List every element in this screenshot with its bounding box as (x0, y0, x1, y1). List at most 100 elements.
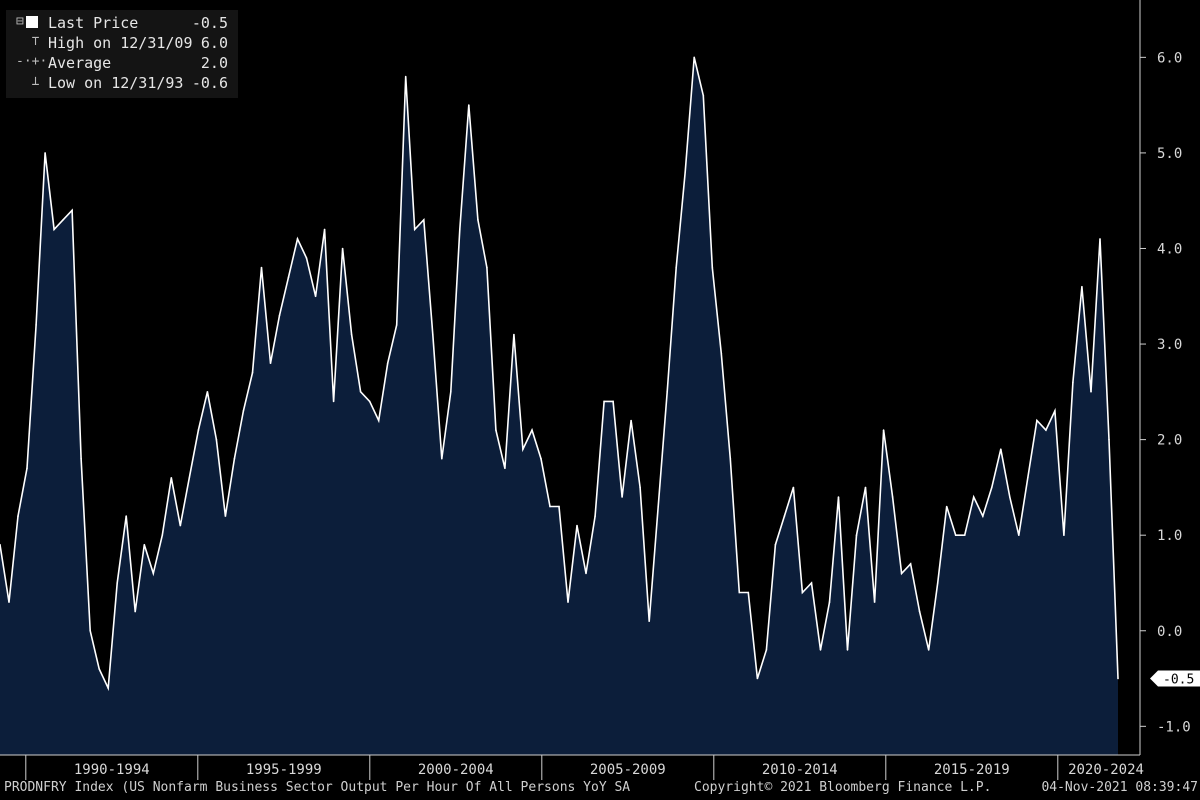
data-point (891, 496, 894, 498)
data-point (882, 429, 885, 431)
data-point (621, 496, 623, 498)
data-point (314, 295, 317, 298)
data-point (450, 391, 452, 393)
data-point (215, 438, 218, 441)
legend-item-low: ⊥ Low on 12/31/93 -0.6 (14, 74, 236, 92)
data-point (792, 486, 795, 489)
data-point (639, 486, 641, 489)
data-point (954, 534, 957, 536)
data-point (35, 324, 37, 326)
data-point (0, 543, 1, 546)
data-point (864, 486, 867, 489)
footer-bar: PRODNFRY Index (US Nonfarm Business Sect… (4, 780, 1200, 800)
data-point (386, 362, 389, 365)
data-point (783, 515, 786, 517)
data-point (134, 610, 136, 613)
data-point (260, 266, 263, 269)
legend-label: Average (48, 54, 112, 72)
data-point (1027, 477, 1029, 479)
data-point (747, 591, 750, 594)
data-point (513, 333, 515, 336)
data-point (594, 515, 596, 517)
data-point (801, 591, 804, 594)
data-point (468, 104, 470, 106)
data-point (972, 496, 975, 498)
data-point (720, 352, 723, 355)
data-point (603, 400, 605, 403)
data-point (89, 630, 91, 632)
data-point (900, 572, 903, 575)
x-tick-label: 1990-1994 (74, 762, 150, 778)
legend-item-last-price: ⊟ Last Price -0.5 (14, 14, 236, 32)
data-point (846, 649, 849, 651)
y-tick-label: 6.0 (1157, 50, 1182, 66)
data-point (377, 419, 380, 422)
data-point (1108, 438, 1110, 441)
last-value-marker (1150, 670, 1200, 687)
data-point (404, 75, 407, 78)
data-point (251, 371, 254, 374)
data-point (585, 572, 587, 575)
x-tick-label: 2010-2014 (762, 762, 838, 778)
data-point (332, 400, 335, 403)
data-point (729, 457, 732, 460)
data-point (350, 333, 353, 336)
x-tick-label: 2015-2019 (934, 762, 1010, 778)
data-point (296, 238, 299, 240)
data-point (278, 314, 281, 317)
legend-item-average: -·+· Average 2.0 (14, 54, 236, 72)
area-layer (0, 56, 1119, 756)
data-point (1090, 391, 1092, 393)
legend-label: Last Price (48, 14, 139, 32)
data-point (549, 505, 551, 508)
data-point (1063, 534, 1065, 536)
high-marker-icon: ⊤ (16, 34, 40, 49)
data-point (44, 152, 46, 154)
series-area (0, 57, 1118, 756)
data-point (657, 505, 659, 508)
data-point (459, 228, 461, 231)
data-point (179, 524, 182, 527)
data-point (341, 247, 344, 250)
legend-box: ⊟ Last Price -0.5 ⊤ High on 12/31/09 6.0… (6, 10, 238, 98)
data-point (837, 496, 840, 498)
data-point (368, 400, 371, 403)
x-tick-label: 2020-2024 (1068, 762, 1144, 778)
data-point (359, 391, 362, 393)
data-point (522, 448, 524, 451)
data-point (233, 457, 236, 460)
data-point (684, 171, 686, 173)
data-point (71, 209, 73, 212)
data-point (630, 419, 632, 422)
data-point (224, 515, 227, 517)
data-point (1117, 677, 1119, 680)
legend-value: -0.5 (191, 14, 228, 32)
data-point (107, 687, 109, 689)
data-point (188, 477, 191, 479)
data-point (53, 228, 55, 231)
chart: -1.0 0.0 1.0 2.0 3.0 4.0 5.0 6.0 -0.5 1990-1994 19… (0, 0, 1200, 780)
copyright-text: Copyright© 2021 Bloomberg Finance L.P. (694, 780, 992, 795)
data-point (495, 429, 497, 431)
data-point (666, 391, 668, 393)
data-point (161, 534, 164, 536)
legend-value: 2.0 (200, 54, 228, 72)
legend-value: 6.0 (200, 34, 228, 52)
data-point (1009, 496, 1011, 498)
data-point (1099, 238, 1101, 240)
data-point (197, 429, 200, 431)
y-tick-label: 5.0 (1157, 146, 1182, 162)
data-point (918, 610, 921, 613)
axis-layer: -1.0 0.0 1.0 2.0 3.0 4.0 5.0 6.0 -0.5 1990-1994 19… (0, 0, 1200, 780)
data-point (711, 266, 714, 269)
legend-value: -0.6 (191, 74, 228, 92)
data-point (1081, 285, 1083, 288)
data-point (287, 276, 290, 279)
data-point (756, 677, 759, 680)
data-point (125, 515, 127, 517)
data-point (774, 543, 777, 546)
data-point (432, 333, 434, 336)
data-point (567, 601, 569, 603)
data-point (982, 515, 984, 517)
y-tick-label: -1.0 (1157, 719, 1191, 735)
